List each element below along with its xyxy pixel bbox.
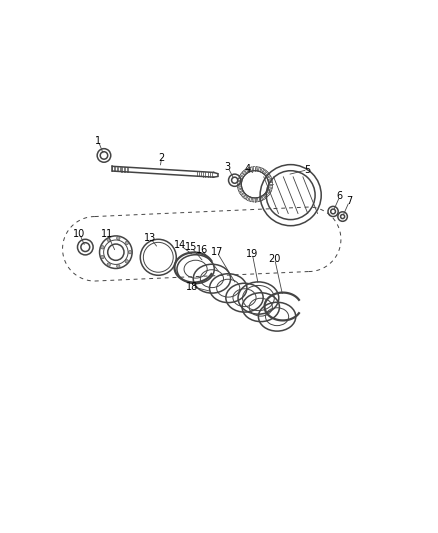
Circle shape bbox=[107, 238, 110, 241]
Text: 16: 16 bbox=[196, 245, 208, 255]
Text: 5: 5 bbox=[304, 165, 311, 175]
Text: 10: 10 bbox=[74, 229, 86, 239]
Text: 1: 1 bbox=[95, 136, 101, 146]
Text: 6: 6 bbox=[337, 191, 343, 201]
Circle shape bbox=[107, 263, 110, 266]
Text: 19: 19 bbox=[246, 249, 258, 259]
Circle shape bbox=[117, 237, 120, 240]
Text: 13: 13 bbox=[145, 233, 157, 243]
Text: 7: 7 bbox=[346, 196, 353, 206]
Text: 15: 15 bbox=[185, 243, 198, 253]
Circle shape bbox=[101, 255, 104, 259]
Circle shape bbox=[117, 264, 120, 268]
Text: 17: 17 bbox=[211, 247, 223, 257]
Text: 11: 11 bbox=[101, 229, 113, 239]
Text: 14: 14 bbox=[174, 240, 187, 251]
Circle shape bbox=[128, 251, 132, 254]
Text: 2: 2 bbox=[159, 153, 165, 163]
Text: 4: 4 bbox=[244, 164, 250, 174]
Circle shape bbox=[101, 246, 104, 249]
Text: 18: 18 bbox=[186, 282, 198, 292]
Text: 3: 3 bbox=[225, 163, 231, 172]
Circle shape bbox=[125, 241, 128, 245]
Text: 20: 20 bbox=[268, 254, 281, 264]
Circle shape bbox=[125, 260, 128, 263]
